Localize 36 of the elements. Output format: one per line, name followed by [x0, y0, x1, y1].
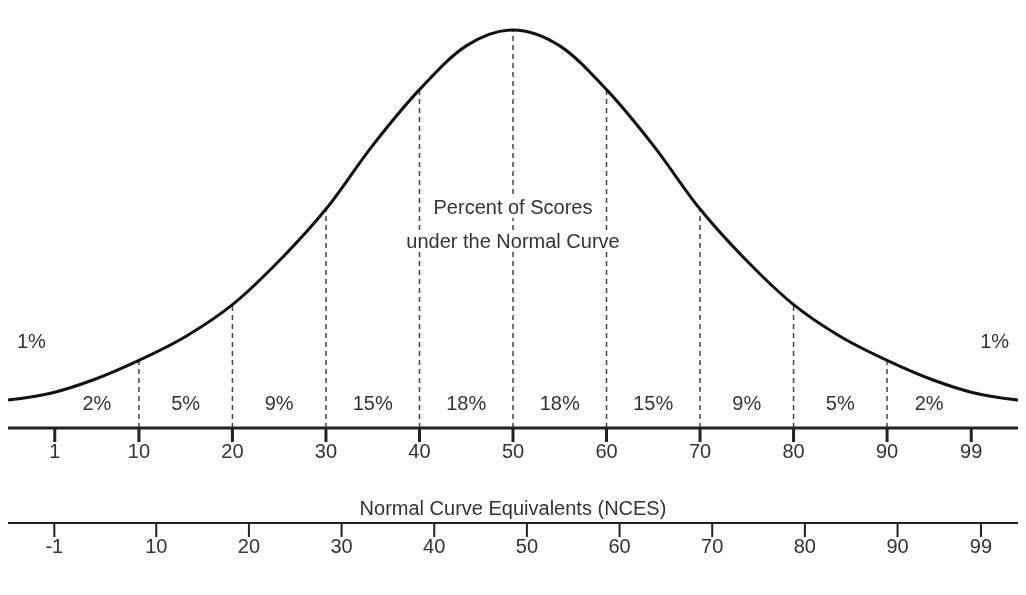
x2-tick-label: 99: [969, 535, 993, 558]
annotation: 18%: [539, 392, 580, 414]
x2-tick-label: 60: [608, 535, 631, 558]
x2-tick-label: 90: [886, 535, 909, 558]
x-axis-title: Normal Curve Equivalents (NCES): [359, 497, 667, 519]
x-tick-label: 10: [127, 440, 151, 463]
annotation: 1%: [980, 330, 1010, 352]
x2-tick-label: 40: [423, 535, 446, 558]
x-tick-label: 50: [501, 440, 525, 463]
annotation: 9%: [264, 392, 294, 414]
annotation: 15%: [633, 392, 674, 414]
x2-tick-label: -1: [45, 535, 64, 558]
annotation: Percent of Scores under the Normal Curve: [406, 196, 620, 253]
x-tick-label: 80: [782, 440, 805, 463]
annotation: 5%: [171, 392, 201, 414]
x-tick-label: 20: [221, 440, 244, 463]
annotation: 2%: [914, 392, 944, 414]
annotation: 15%: [352, 392, 393, 414]
x2-tick-label: 10: [145, 535, 168, 558]
annotation: 5%: [825, 392, 855, 414]
x-tick-label: 70: [688, 440, 712, 463]
x2-tick-label: 70: [701, 535, 724, 558]
x2-tick-label: 30: [330, 535, 353, 558]
x-tick-label: 99: [960, 440, 983, 463]
annotation: 9%: [732, 392, 762, 414]
x-tick-label: 60: [595, 440, 618, 463]
x-tick-label: 30: [314, 440, 338, 463]
x2-tick-label: 80: [793, 535, 817, 558]
annotation: 18%: [446, 392, 487, 414]
x2-tick-label: 20: [237, 535, 261, 558]
x-tick-label: 40: [408, 440, 431, 463]
annotation: 1%: [16, 330, 46, 352]
annotation: 2%: [82, 392, 112, 414]
x-tick-label: 90: [875, 440, 899, 463]
x2-tick-label: 50: [515, 535, 539, 558]
x-tick-label: 1: [49, 440, 61, 463]
